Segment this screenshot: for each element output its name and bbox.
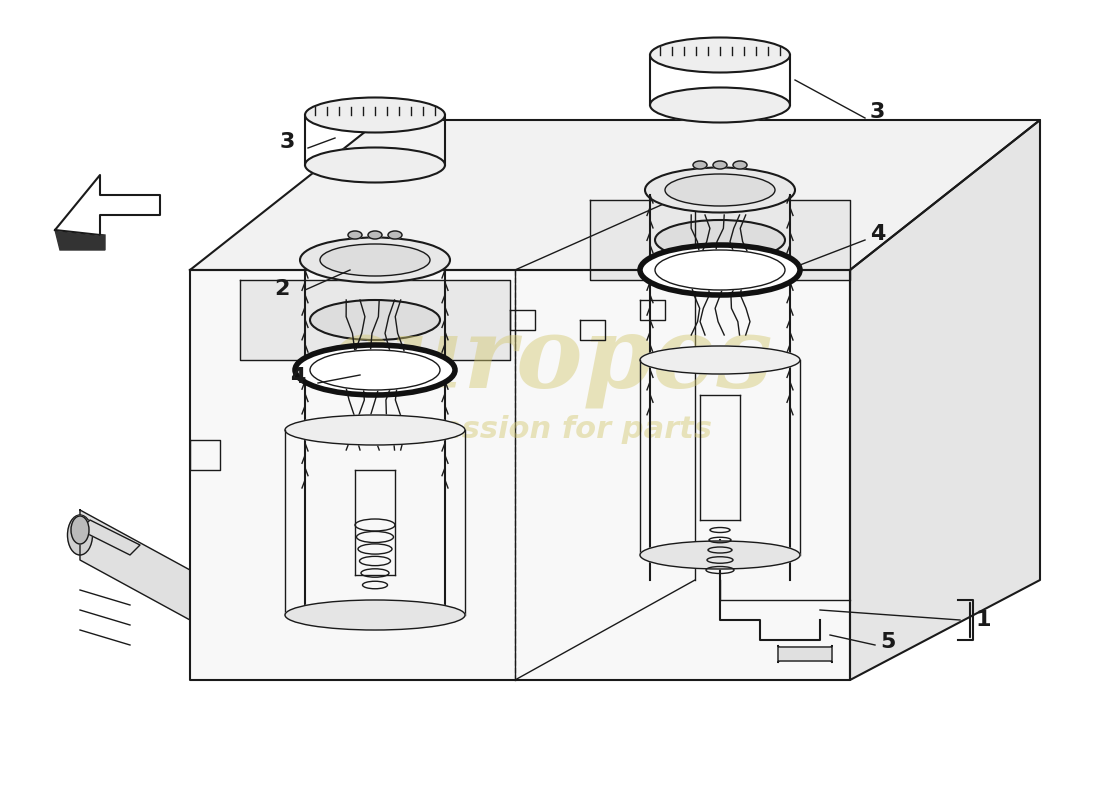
Ellipse shape [650,87,790,122]
Ellipse shape [650,38,790,73]
Polygon shape [240,280,510,360]
Ellipse shape [300,238,450,282]
Polygon shape [850,120,1040,680]
FancyBboxPatch shape [778,645,832,663]
Polygon shape [80,510,190,620]
Polygon shape [55,175,160,235]
Ellipse shape [666,174,776,206]
Ellipse shape [388,231,401,239]
Ellipse shape [305,147,446,182]
Polygon shape [190,270,850,680]
Text: 4: 4 [289,367,305,387]
Ellipse shape [645,167,795,213]
Polygon shape [55,230,104,250]
Ellipse shape [295,345,455,395]
Polygon shape [590,200,850,280]
Text: 3: 3 [279,132,295,152]
Ellipse shape [348,231,362,239]
Ellipse shape [310,300,440,340]
Ellipse shape [305,98,446,133]
Ellipse shape [310,350,440,390]
Ellipse shape [640,245,800,295]
Text: 5: 5 [880,632,895,652]
Ellipse shape [72,516,89,544]
Polygon shape [190,120,1040,270]
Ellipse shape [733,161,747,169]
Text: a passion for parts: a passion for parts [388,415,712,445]
Ellipse shape [285,415,465,445]
Ellipse shape [640,541,800,569]
Ellipse shape [320,244,430,276]
Text: 2: 2 [275,279,290,299]
Ellipse shape [640,346,800,374]
Ellipse shape [67,515,92,555]
Text: 1: 1 [975,610,990,630]
Text: europes: europes [328,312,772,408]
Ellipse shape [693,161,707,169]
Text: 4: 4 [870,224,886,244]
Ellipse shape [713,161,727,169]
Ellipse shape [285,600,465,630]
Ellipse shape [654,220,785,260]
Text: 3: 3 [870,102,886,122]
Polygon shape [80,520,140,555]
Ellipse shape [654,250,785,290]
Ellipse shape [368,231,382,239]
